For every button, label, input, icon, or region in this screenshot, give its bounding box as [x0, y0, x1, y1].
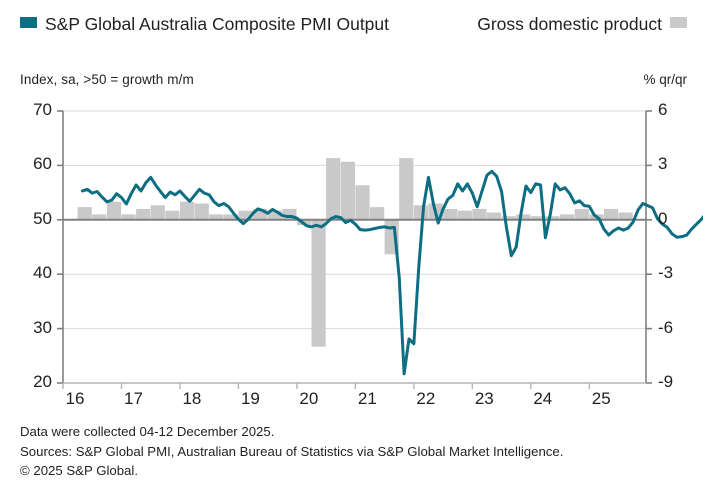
legend-bar-series-label: Gross domestic product — [477, 14, 662, 34]
y-axis-right-tick-6: 6 — [658, 100, 668, 119]
line-series-pmi-output — [80, 169, 703, 376]
x-axis-tick-17: 17 — [124, 389, 143, 408]
x-axis-tick-22: 22 — [416, 389, 436, 408]
x-axis-tick-16: 16 — [65, 389, 85, 408]
x-axis-tick-21: 21 — [357, 389, 377, 408]
y-axis-right-tick--9: -9 — [658, 372, 674, 391]
y-axis-right-unit-label: % qr/qr — [643, 72, 687, 87]
footer-sources: Sources: S&P Global PMI, Australian Bure… — [20, 443, 564, 459]
y-axis-right-tick-0: 0 — [658, 208, 668, 228]
y-axis-left-tick-40: 40 — [33, 263, 52, 283]
footer-copyright: © 2025 S&P Global. — [20, 463, 138, 478]
y-axis-right-tick--3: -3 — [658, 263, 674, 283]
x-axis-tick-24: 24 — [533, 389, 553, 408]
line-series-swatch-icon — [20, 17, 37, 28]
x-axis-tick-23: 23 — [474, 389, 494, 408]
legend-bar-series: Gross domestic product — [427, 12, 687, 37]
axis-lines — [57, 110, 652, 389]
y-axis-right-tick--6: -6 — [658, 317, 674, 337]
legend-left: S&P Global Australia Composite PMI Outpu… — [20, 12, 420, 37]
legend-line-series-label: S&P Global Australia Composite PMI Outpu… — [45, 14, 390, 34]
y-axis-left-tick-60: 60 — [33, 154, 52, 174]
x-axis-tick-20: 20 — [299, 389, 319, 408]
y-axis-left-tick-30: 30 — [33, 317, 52, 337]
y-axis-left-tick-20: 20 — [33, 372, 52, 391]
footer-collection-note: Data were collected 04-12 December 2025. — [20, 424, 275, 439]
legend-line-series: S&P Global Australia Composite PMI Outpu… — [20, 12, 420, 37]
footer-notes: Data were collected 04-12 December 2025.… — [20, 422, 690, 481]
y-axis-left-tick-70: 70 — [33, 100, 52, 119]
x-axis-tick-18: 18 — [182, 389, 202, 408]
bar-series-swatch-icon — [670, 17, 687, 28]
y-axis-left-tick-50: 50 — [33, 208, 52, 228]
y-axis-left-unit-label: Index, sa, >50 = growth m/m — [20, 72, 194, 87]
gridlines — [63, 110, 646, 384]
bar-series-gross-domestic-product — [77, 158, 633, 347]
y-axis-right-tick-3: 3 — [658, 154, 668, 174]
legend-right: Gross domestic product — [427, 12, 687, 37]
x-axis-tick-25: 25 — [591, 389, 611, 408]
x-axis-tick-19: 19 — [240, 389, 260, 408]
